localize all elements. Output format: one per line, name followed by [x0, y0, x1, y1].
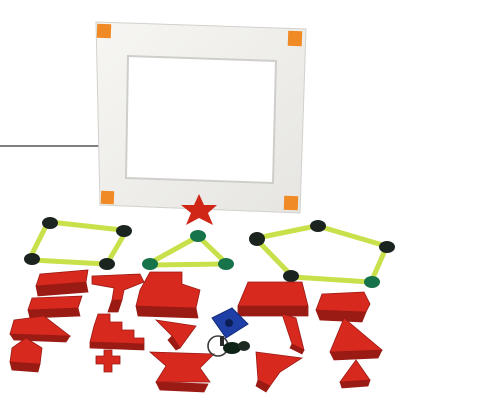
red-shape-cross: [95, 349, 121, 373]
red-shape-triangle-large: [329, 317, 384, 361]
rod-quadrilateral: [24, 217, 132, 270]
red-star: [181, 194, 217, 225]
square-frame: [95, 21, 307, 214]
red-shape-small-triangle: [339, 359, 371, 389]
red-shape-arrow-cup: [154, 319, 197, 351]
corner-tab-bottom-right: [283, 195, 299, 211]
red-shape-notched: [255, 351, 304, 393]
red-shape-staircase: [89, 313, 145, 351]
red-shape-bowtie: [148, 351, 215, 393]
red-shape-large-pentagon: [135, 271, 201, 319]
red-shape-house: [9, 337, 43, 373]
corner-tab-bottom-left: [100, 190, 115, 205]
corner-tab-top-right: [287, 30, 303, 47]
rod-hexagon: [249, 220, 395, 288]
corner-tab-top-left: [96, 23, 112, 39]
red-shape-parallelogram: [27, 295, 83, 319]
red-shape-large-block: [237, 281, 309, 317]
red-foam-shapes: [9, 269, 384, 393]
red-shape-hexagon-small: [315, 291, 371, 323]
frame-inner-shadow: [124, 54, 278, 185]
rod-triangle: [142, 230, 234, 270]
red-shape-chevron: [9, 315, 72, 343]
red-shape-t: [91, 273, 145, 313]
red-shape-rectangle: [35, 269, 89, 297]
red-shape-narrow-parallelogram: [281, 313, 305, 355]
blue-key-block: [207, 307, 250, 357]
